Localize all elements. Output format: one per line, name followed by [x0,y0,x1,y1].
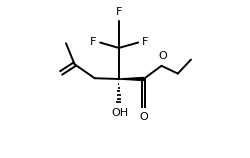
Text: F: F [90,37,96,47]
Polygon shape [119,77,144,81]
Text: F: F [142,37,148,47]
Text: O: O [158,51,167,61]
Text: O: O [139,112,148,122]
Text: OH: OH [111,108,128,118]
Text: F: F [116,7,122,17]
